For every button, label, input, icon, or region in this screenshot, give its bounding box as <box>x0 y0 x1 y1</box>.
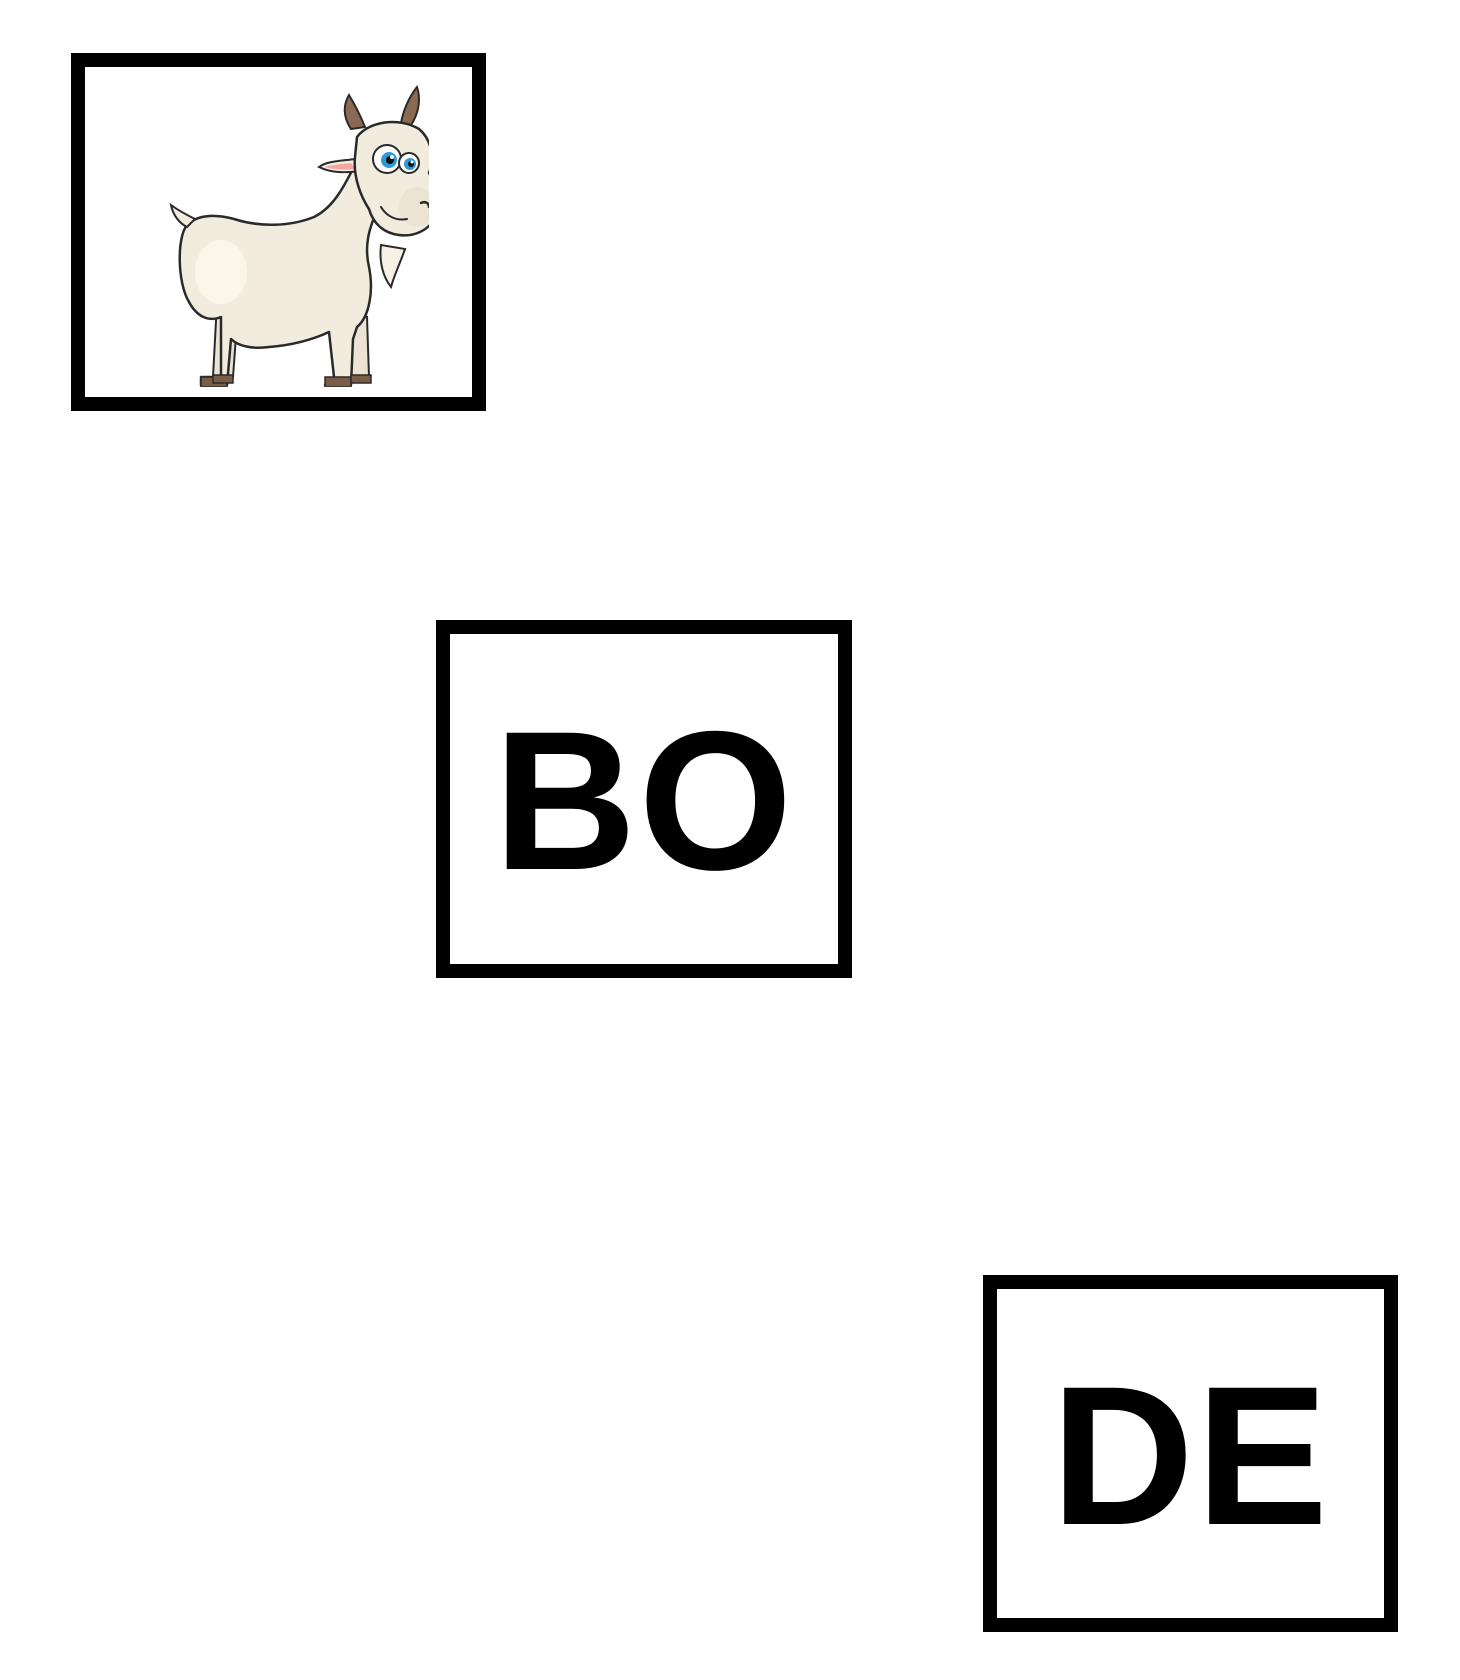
syllable-label: DE <box>1050 1344 1331 1566</box>
goat-picture-card <box>71 53 486 411</box>
syllable-card-de: DE <box>983 1275 1398 1632</box>
syllable-card-bo: BO <box>436 620 852 978</box>
goat-icon <box>169 84 429 387</box>
syllable-label: BO <box>493 690 795 911</box>
